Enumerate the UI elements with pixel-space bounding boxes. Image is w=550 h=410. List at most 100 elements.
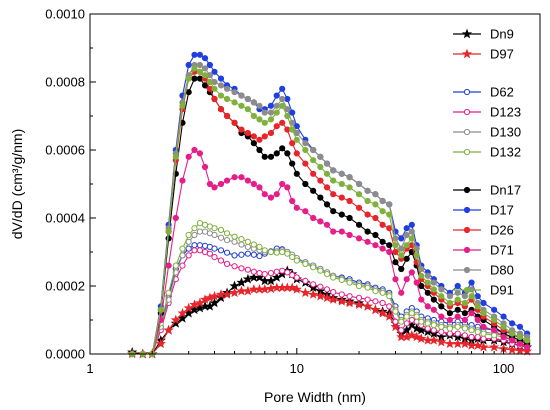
- data-point: [364, 238, 371, 245]
- legend-label: D91: [490, 283, 514, 298]
- data-point: [284, 95, 291, 103]
- data-point: [372, 242, 379, 249]
- data-point: [244, 243, 251, 250]
- data-point: [444, 338, 456, 349]
- data-point: [244, 266, 251, 273]
- data-point: [196, 220, 204, 227]
- data-point: [211, 254, 218, 261]
- data-point: [267, 109, 275, 116]
- data-point: [267, 129, 275, 137]
- data-point: [267, 102, 275, 109]
- data-point: [170, 318, 181, 328]
- data-point: [273, 123, 280, 130]
- data-point: [223, 95, 231, 103]
- data-point: [468, 327, 475, 334]
- data-point: [267, 194, 275, 201]
- plot-frame: [89, 13, 541, 355]
- data-point: [403, 242, 410, 249]
- data-point: [279, 267, 286, 274]
- data-point: [250, 180, 257, 188]
- legend-item-d130: D130: [453, 125, 521, 140]
- data-point: [446, 330, 453, 337]
- data-point: [472, 340, 483, 350]
- data-point: [403, 231, 410, 239]
- legend-swatch-marker: [463, 108, 471, 116]
- data-point: [522, 345, 533, 356]
- data-point: [157, 306, 164, 313]
- data-point: [279, 95, 286, 103]
- data-point: [191, 242, 198, 249]
- data-point: [196, 247, 204, 254]
- data-point: [461, 316, 468, 324]
- legend-item-dn9: Dn9: [453, 27, 514, 42]
- data-point: [338, 170, 345, 177]
- legend-label: D62: [490, 85, 514, 100]
- data-point: [461, 310, 468, 317]
- data-point: [165, 262, 172, 269]
- data-point: [491, 316, 498, 324]
- data-point: [364, 211, 371, 218]
- data-point: [323, 160, 331, 167]
- series-layer: [127, 51, 533, 359]
- data-point: [308, 289, 319, 299]
- data-point: [364, 296, 371, 303]
- data-point: [250, 241, 257, 248]
- legend-label: D80: [490, 263, 514, 278]
- data-point: [185, 61, 192, 69]
- data-point: [379, 221, 386, 228]
- data-point: [438, 323, 445, 330]
- data-point: [315, 290, 326, 301]
- data-point: [179, 245, 186, 252]
- data-point: [403, 225, 410, 232]
- data-point: [206, 78, 213, 86]
- data-point: [223, 85, 231, 92]
- data-point: [310, 214, 317, 222]
- data-point: [206, 250, 213, 257]
- data-point: [310, 170, 317, 177]
- data-point: [408, 221, 415, 228]
- data-point: [346, 293, 353, 300]
- data-point: [346, 231, 353, 239]
- data-point: [267, 153, 275, 160]
- data-point: [196, 51, 204, 58]
- legend-swatch-marker: [463, 286, 471, 294]
- data-point: [474, 303, 481, 310]
- data-point: [323, 184, 331, 191]
- data-point: [392, 259, 399, 266]
- data-point: [364, 228, 371, 235]
- data-point: [491, 332, 498, 339]
- data-point: [461, 325, 468, 332]
- data-point: [302, 208, 309, 215]
- data-point: [346, 214, 353, 222]
- data-point: [507, 344, 518, 355]
- data-point: [256, 269, 263, 277]
- data-point: [267, 248, 275, 256]
- data-point: [338, 194, 345, 201]
- data-point: [446, 316, 453, 324]
- data-point: [438, 293, 445, 300]
- data-point: [488, 341, 500, 352]
- data-point: [250, 133, 257, 140]
- data-point: [392, 242, 399, 249]
- y-tick-label: 0.0008: [45, 75, 85, 90]
- data-point: [330, 177, 337, 184]
- data-point: [408, 235, 415, 242]
- legend-label: D123: [490, 105, 521, 120]
- data-point: [364, 197, 371, 205]
- data-point: [491, 306, 498, 313]
- data-point: [221, 289, 233, 299]
- data-point: [323, 271, 331, 278]
- legend-item-d62: D62: [453, 85, 514, 100]
- data-point: [406, 329, 417, 340]
- data-point: [261, 109, 268, 116]
- data-point: [480, 323, 487, 330]
- data-point: [291, 284, 302, 294]
- legend-swatch-marker: [463, 148, 471, 156]
- data-point: [191, 225, 198, 232]
- data-point: [170, 314, 181, 325]
- data-point: [185, 231, 192, 239]
- data-point: [256, 116, 263, 123]
- data-point: [338, 228, 345, 235]
- data-point: [330, 228, 337, 235]
- data-point: [364, 187, 371, 194]
